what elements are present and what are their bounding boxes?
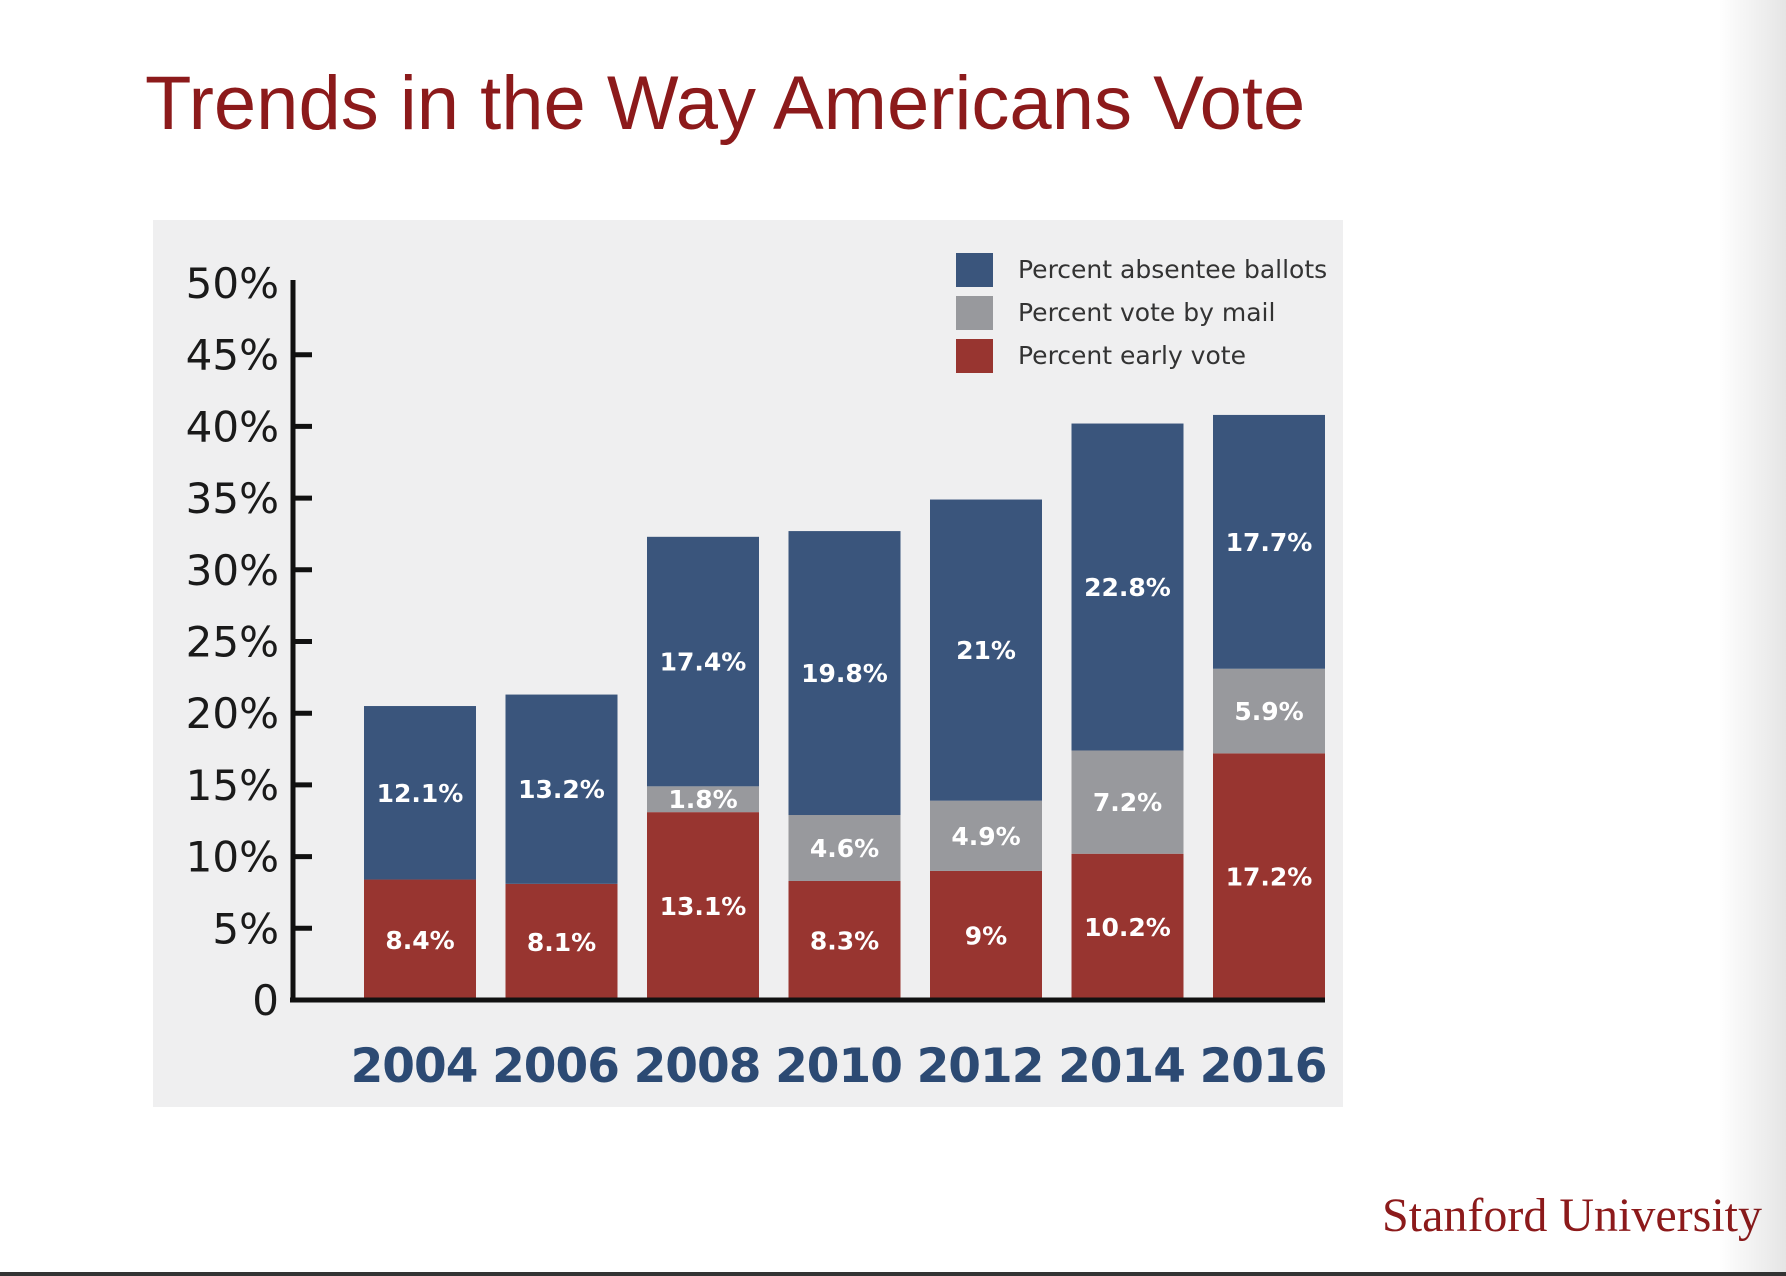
bar-percent-vote-by-mail-2016: [1213, 668, 1325, 754]
data-label: 9%: [965, 921, 1007, 950]
chart-legend: Percent absentee ballots Percent vote by …: [956, 248, 1327, 377]
legend-label: Percent absentee ballots: [1018, 255, 1328, 284]
data-label: 10.2%: [1084, 913, 1171, 942]
y-tick-label: 10%: [186, 833, 279, 882]
data-label: 19.8%: [801, 659, 888, 688]
bar-percent-absentee-ballots-2010: [788, 531, 901, 816]
legend-item: Percent absentee ballots: [956, 248, 1327, 291]
data-label: 8.3%: [810, 926, 879, 955]
bar-percent-absentee-ballots-2006: [505, 694, 618, 884]
data-label: 17.4%: [660, 648, 747, 677]
x-tick-label: 2008: [634, 1039, 761, 1094]
slide-title: Trends in the Way Americans Vote: [145, 61, 1306, 146]
bar-percent-early-vote-2016: [1213, 753, 1325, 1000]
y-tick-label: 0: [252, 976, 279, 1025]
legend-swatch: [956, 338, 993, 373]
bar-percent-early-vote-2010: [788, 880, 901, 1000]
legend-swatch: [956, 252, 993, 287]
bar-percent-absentee-ballots-2004: [364, 706, 476, 880]
page-edge-shadow: [1718, 0, 1786, 1276]
bar-percent-absentee-ballots-2008: [647, 536, 759, 787]
y-tick-label: 45%: [186, 331, 279, 380]
bar-percent-absentee-ballots-2012: [930, 499, 1042, 801]
data-label: 1.8%: [668, 785, 737, 814]
data-label: 5.9%: [1234, 697, 1303, 726]
x-tick-label: 2010: [775, 1039, 902, 1094]
bar-percent-absentee-ballots-2014: [1071, 423, 1184, 751]
bar-percent-absentee-ballots-2016: [1213, 414, 1325, 669]
data-label: 22.8%: [1084, 573, 1171, 602]
bar-percent-early-vote-2014: [1071, 853, 1184, 1000]
data-label: 13.2%: [518, 775, 605, 804]
stacked-bar-chart: 8.4% 12.1% 8.1% 13.2% 13.1% 1.8% 17.4% 8.3% 4.6%…: [186, 259, 1328, 1094]
legend-swatch: [956, 295, 993, 330]
chart-panel: 8.4% 12.1% 8.1% 13.2% 13.1% 1.8% 17.4% 8.3% 4.6%…: [153, 220, 1343, 1107]
y-tick-label: 5%: [212, 904, 279, 953]
data-label: 17.7%: [1226, 528, 1313, 557]
bar-percent-early-vote-2004: [364, 879, 476, 1000]
bar-percent-early-vote-2006: [505, 883, 618, 1000]
university-wordmark: Stanford University: [1382, 1189, 1762, 1242]
data-label: 7.2%: [1093, 788, 1162, 817]
y-tick-label: 25%: [186, 618, 279, 667]
y-tick-label: 50%: [186, 259, 279, 308]
bar-percent-vote-by-mail-2008: [647, 786, 759, 813]
data-label: 8.4%: [385, 926, 454, 955]
bottom-border: [0, 1272, 1786, 1276]
data-label: 13.1%: [660, 892, 747, 921]
data-label: 21%: [956, 636, 1016, 665]
data-label: 17.2%: [1226, 863, 1313, 892]
y-tick-label: 30%: [186, 546, 279, 595]
y-tick-label: 15%: [186, 761, 279, 810]
legend-item: Percent early vote: [956, 334, 1327, 377]
bar-percent-vote-by-mail-2012: [930, 800, 1042, 871]
data-label: 4.6%: [810, 834, 879, 863]
bar-percent-early-vote-2012: [930, 870, 1042, 1000]
data-label: 8.1%: [527, 928, 596, 957]
x-tick-label: 2006: [492, 1039, 619, 1094]
legend-label: Percent early vote: [1018, 341, 1246, 370]
x-tick-label: 2012: [917, 1039, 1044, 1094]
bar-percent-early-vote-2008: [647, 812, 759, 1000]
legend-label: Percent vote by mail: [1018, 298, 1276, 327]
bar-percent-vote-by-mail-2010: [788, 815, 901, 881]
y-tick-label: 20%: [186, 689, 279, 738]
y-tick-label: 40%: [186, 402, 279, 451]
bar-percent-vote-by-mail-2014: [1071, 750, 1184, 854]
legend-item: Percent vote by mail: [956, 291, 1327, 334]
x-tick-label: 2016: [1200, 1039, 1327, 1094]
y-tick-label: 35%: [186, 474, 279, 523]
data-label: 12.1%: [377, 779, 464, 808]
x-tick-label: 2004: [351, 1039, 478, 1094]
data-label: 4.9%: [951, 822, 1020, 851]
x-tick-label: 2014: [1058, 1039, 1185, 1094]
